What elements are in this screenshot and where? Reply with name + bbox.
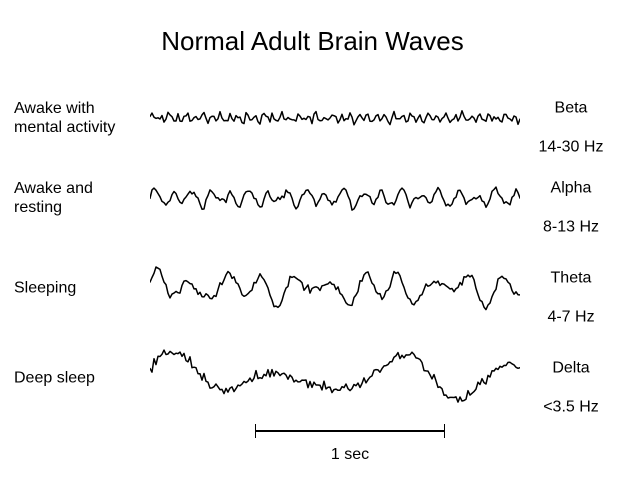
wave-trace-alpha [150,158,520,238]
page-title: Normal Adult Brain Waves [0,26,625,57]
wave-row-alpha: Awake and resting Alpha 8-13 Hz [0,158,625,238]
wave-freq-theta: 4-7 Hz [547,308,594,325]
state-label-delta: Deep sleep [14,368,144,387]
wave-trace-delta [150,338,520,418]
state-label-theta: Sleeping [14,278,144,297]
wave-name-delta: Delta [552,360,589,377]
wave-freq-alpha: 8-13 Hz [543,218,599,235]
wave-name-alpha: Alpha [551,180,592,197]
wave-row-theta: Sleeping Theta 4-7 Hz [0,248,625,328]
wave-name-theta: Theta [551,270,592,287]
wave-row-delta: Deep sleep Delta <3.5 Hz [0,338,625,418]
wave-label-beta: Beta 14-30 Hz [531,80,611,157]
diagram-root: Normal Adult Brain Waves Awake with ment… [0,0,625,500]
wave-row-beta: Awake with mental activity Beta 14-30 Hz [0,78,625,158]
time-scale-label: 1 sec [255,446,445,464]
wave-freq-delta: <3.5 Hz [543,398,599,415]
wave-freq-beta: 14-30 Hz [539,138,604,155]
state-label-alpha: Awake and resting [14,179,144,217]
wave-label-delta: Delta <3.5 Hz [531,340,611,417]
state-label-beta: Awake with mental activity [14,99,144,137]
time-scale-bar: 1 sec [255,420,445,464]
wave-trace-beta [150,78,520,158]
wave-label-theta: Theta 4-7 Hz [531,250,611,327]
wave-name-beta: Beta [555,100,588,117]
wave-trace-theta [150,248,520,328]
wave-label-alpha: Alpha 8-13 Hz [531,160,611,237]
